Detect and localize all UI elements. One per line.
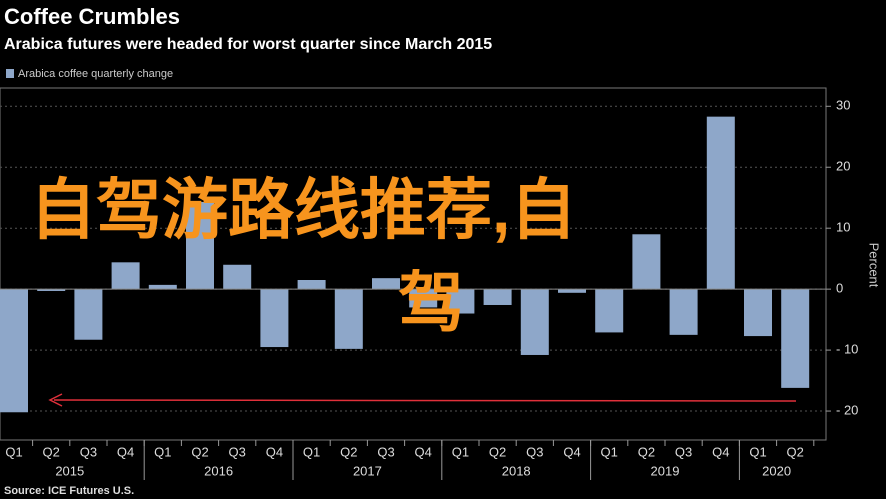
x-tick-label: Q3: [80, 444, 97, 459]
bar: [744, 289, 772, 337]
watermark: 自驾游路线推荐,自: [30, 172, 576, 246]
bar: [334, 289, 363, 349]
x-year-label: 2017: [353, 463, 382, 478]
x-year-label: 2018: [502, 463, 531, 478]
bar: [520, 289, 549, 355]
x-year-label: 2019: [651, 463, 680, 478]
x-tick-label: Q3: [229, 444, 246, 459]
watermark: 驾: [398, 265, 464, 339]
x-year-label: 2015: [55, 463, 84, 478]
y-tick-label: 30: [836, 98, 850, 113]
bar: [260, 289, 289, 348]
chart-subtitle: Arabica futures were headed for worst qu…: [4, 36, 492, 53]
bar: [111, 262, 140, 290]
plot-frame: [0, 87, 827, 441]
bar: [669, 289, 698, 335]
x-year-label: 2016: [204, 463, 233, 478]
x-tick-label: Q4: [712, 444, 729, 459]
x-tick-label: Q4: [266, 444, 283, 459]
bar: [297, 280, 326, 290]
x-tick-label: Q1: [303, 444, 320, 459]
bar: [483, 289, 512, 305]
legend-swatch: [6, 69, 14, 78]
bar: [148, 284, 177, 290]
x-tick-label: Q3: [377, 444, 394, 459]
bar: [446, 289, 475, 314]
x-tick-label: Q1: [601, 444, 618, 459]
x-tick-label: Q1: [5, 444, 22, 459]
bar: [37, 289, 66, 291]
x-tick-label: Q3: [526, 444, 543, 459]
bar: [223, 264, 252, 290]
annotation-arrowhead: [48, 393, 63, 407]
bar: [372, 278, 400, 290]
x-tick-label: Q2: [489, 444, 506, 459]
y-tick-label: 0: [836, 281, 843, 296]
x-tick-label: Q3: [675, 444, 692, 459]
bar: [595, 289, 624, 333]
bar: [781, 289, 810, 388]
bar: [186, 201, 214, 290]
bar: [632, 234, 661, 290]
x-tick-label: Q2: [340, 444, 357, 459]
y-tick-label: 20: [836, 159, 850, 174]
x-tick-label: Q1: [154, 444, 171, 459]
x-tick-label: Q2: [191, 444, 208, 459]
y-tick-label: - 10: [836, 342, 858, 357]
bar: [74, 289, 103, 340]
source: Source: ICE Futures U.S.: [4, 485, 134, 497]
legend-label: Arabica coffee quarterly change: [18, 68, 173, 80]
x-tick-label: Q2: [43, 444, 60, 459]
x-year-label: 2020: [762, 463, 791, 478]
marks: - 20 - 10 0 10 20 30 Q1 Q2 Q3 Q4 Q1 Q2 Q3 Q4 Q1 Q2 Q3 Q4 Q…: [0, 98, 858, 480]
x-tick-label: Q4: [415, 444, 432, 459]
bar: [706, 116, 735, 290]
x-tick-label: Q4: [563, 444, 580, 459]
y-tick-label: 10: [836, 220, 850, 235]
x-tick-label: Q2: [787, 444, 804, 459]
annotation-arrow: [53, 399, 797, 402]
x-tick-label: Q1: [452, 444, 469, 459]
x-tick-label: Q1: [749, 444, 766, 459]
y-tick-label: - 20: [836, 402, 858, 417]
bar: [409, 289, 438, 308]
bar: [558, 289, 586, 293]
x-tick-label: Q2: [638, 444, 655, 459]
y-axis-label: Percent: [867, 243, 882, 288]
bar: [0, 289, 28, 413]
x-tick-label: Q4: [117, 444, 134, 459]
chart-title: Coffee Crumbles: [4, 4, 180, 29]
